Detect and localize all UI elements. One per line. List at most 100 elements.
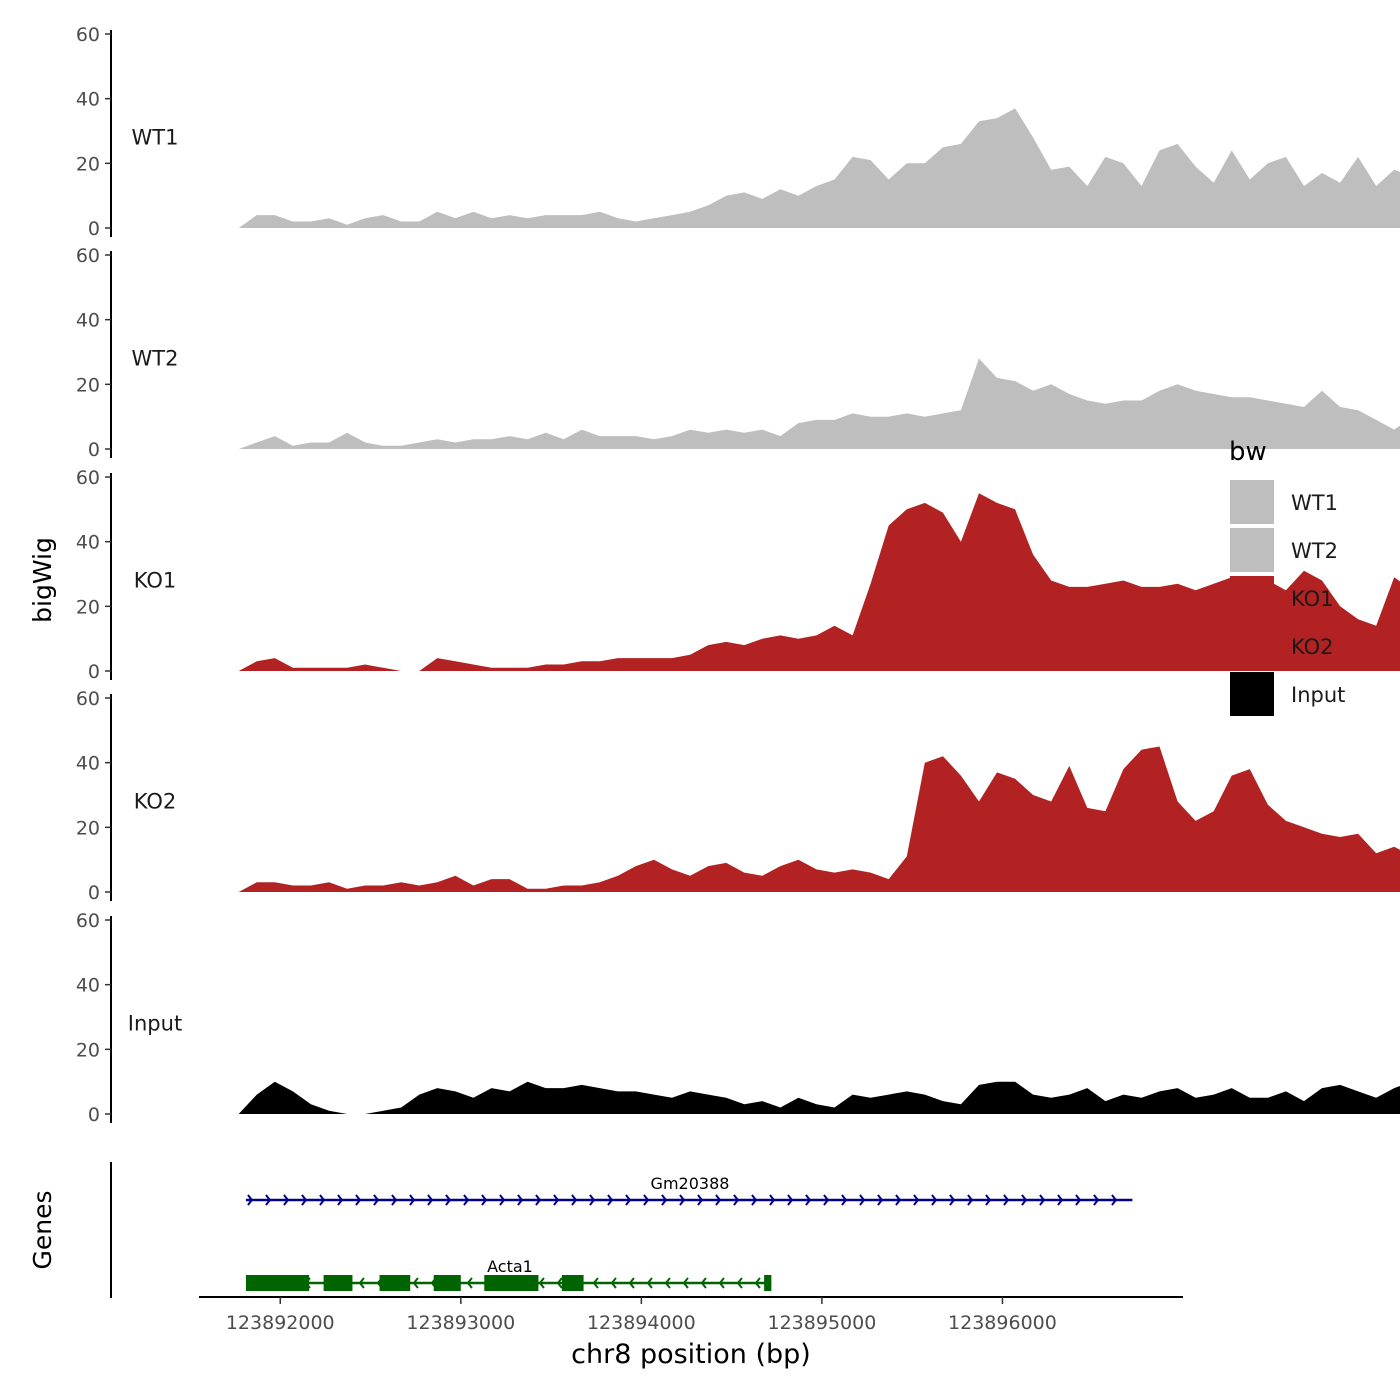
y-tick-label: 60 — [76, 688, 100, 710]
track-label: WT2 — [132, 346, 179, 370]
y-tick-label: 20 — [76, 153, 100, 175]
track-input: 0 20 40 60 Input — [76, 910, 1400, 1126]
exon-block — [433, 1275, 461, 1291]
y-tick-label: 20 — [76, 374, 100, 396]
track-label: WT1 — [132, 125, 179, 149]
strand-arrow — [859, 1194, 866, 1206]
legend-title: bw — [1229, 437, 1267, 467]
strand-arrow — [571, 1194, 578, 1206]
y-tick-label: 40 — [76, 89, 100, 111]
y-tick-label: 20 — [76, 1039, 100, 1061]
x-tick-label: 123892000 — [226, 1312, 335, 1334]
track-wt2: 0 20 40 60 WT2 — [76, 245, 1400, 461]
exon-block — [484, 1275, 539, 1291]
strand-arrow — [715, 1194, 722, 1206]
strand-arrow — [679, 1194, 686, 1206]
y-tick-label: 0 — [88, 882, 100, 904]
y-axis-title: bigWig — [28, 537, 57, 623]
strand-arrow — [589, 1194, 596, 1206]
strand-arrow — [1111, 1194, 1118, 1206]
x-tick-label: 123894000 — [587, 1312, 696, 1334]
strand-arrow — [481, 1194, 488, 1206]
strand-arrow — [877, 1194, 884, 1206]
y-tick-label: 60 — [76, 467, 100, 489]
legend-label: WT2 — [1291, 539, 1338, 563]
strand-arrow — [610, 1277, 617, 1289]
strand-arrow — [463, 1194, 470, 1206]
gene-track-title: Genes — [28, 1190, 57, 1269]
gene-models: Gm20388 Acta1 — [245, 1174, 1133, 1291]
y-tick-label: 0 — [88, 661, 100, 683]
strand-arrow — [247, 1194, 254, 1206]
strand-arrow — [751, 1194, 758, 1206]
strand-arrow — [553, 1194, 560, 1206]
exon-block — [764, 1275, 772, 1291]
strand-arrow — [1075, 1194, 1082, 1206]
strand-arrow — [643, 1194, 650, 1206]
track-ko2: 0 20 40 60 KO2 — [76, 688, 1400, 904]
strand-arrow — [823, 1194, 830, 1206]
strand-arrow — [283, 1194, 290, 1206]
legend-label: WT1 — [1291, 491, 1338, 515]
exon-block — [323, 1275, 353, 1291]
legend-swatch-ko1 — [1230, 576, 1274, 620]
y-tick-label: 40 — [76, 975, 100, 997]
strand-arrow — [787, 1194, 794, 1206]
strand-arrow — [895, 1194, 902, 1206]
y-tick-label: 60 — [76, 910, 100, 932]
legend-label: KO1 — [1291, 587, 1334, 611]
strand-arrow — [754, 1277, 761, 1289]
strand-arrow — [1021, 1194, 1028, 1206]
y-tick-label: 60 — [76, 24, 100, 46]
strand-arrow — [733, 1194, 740, 1206]
y-tick-label: 40 — [76, 532, 100, 554]
legend-swatch-wt2 — [1230, 528, 1274, 572]
y-tick-label: 0 — [88, 218, 100, 240]
strand-arrow — [769, 1194, 776, 1206]
y-tick-label: 20 — [76, 817, 100, 839]
strand-arrow — [949, 1194, 956, 1206]
legend-swatch-ko2 — [1230, 624, 1274, 668]
exon-block — [561, 1275, 584, 1291]
strand-arrow — [1057, 1194, 1064, 1206]
legend-label: Input — [1291, 683, 1345, 707]
strand-arrow — [646, 1277, 653, 1289]
strand-arrow — [736, 1277, 743, 1289]
track-ko1: 0 20 40 60 KO1 — [76, 467, 1400, 683]
strand-arrow — [265, 1194, 272, 1206]
legend-label: KO2 — [1291, 635, 1334, 659]
legend-swatch-input — [1230, 672, 1274, 716]
strand-arrow — [931, 1194, 938, 1206]
strand-arrow — [427, 1194, 434, 1206]
gene-acta1: Acta1 — [245, 1257, 772, 1291]
strand-arrow — [697, 1194, 704, 1206]
strand-arrow — [985, 1194, 992, 1206]
strand-arrow — [805, 1194, 812, 1206]
gene-track-panel: Genes Gm20388 Acta1 — [28, 1162, 1133, 1298]
strand-arrow — [535, 1194, 542, 1206]
strand-arrow — [1093, 1194, 1100, 1206]
y-tick-label: 0 — [88, 439, 100, 461]
strand-arrow — [628, 1277, 635, 1289]
exon-block — [245, 1275, 310, 1291]
strand-arrow — [664, 1277, 671, 1289]
track-label: KO2 — [134, 789, 177, 813]
legend: bw WT1 WT2 KO1 KO2 Input — [1229, 437, 1345, 716]
strand-arrow — [700, 1277, 707, 1289]
gene-name-label: Gm20388 — [651, 1174, 730, 1193]
strand-arrow — [499, 1194, 506, 1206]
x-tick-label: 123896000 — [948, 1312, 1057, 1334]
strand-arrow — [841, 1194, 848, 1206]
strand-arrow — [355, 1194, 362, 1206]
bigwig-tracks: 0 20 40 60 WT1 0 20 40 60 WT2 0 20 40 60 KO1 0 20 40 60 KO2… — [76, 24, 1400, 1126]
coverage-area-input — [238, 1081, 1400, 1114]
strand-arrow — [1003, 1194, 1010, 1206]
coverage-area-wt2 — [238, 358, 1400, 449]
legend-swatch-wt1 — [1230, 480, 1274, 524]
x-tick-label: 123895000 — [768, 1312, 877, 1334]
strand-arrow — [466, 1277, 473, 1289]
x-axis: 123892000 123893000 123894000 123895000 1238… — [199, 1296, 1183, 1334]
strand-arrow — [1039, 1194, 1046, 1206]
strand-arrow — [625, 1194, 632, 1206]
